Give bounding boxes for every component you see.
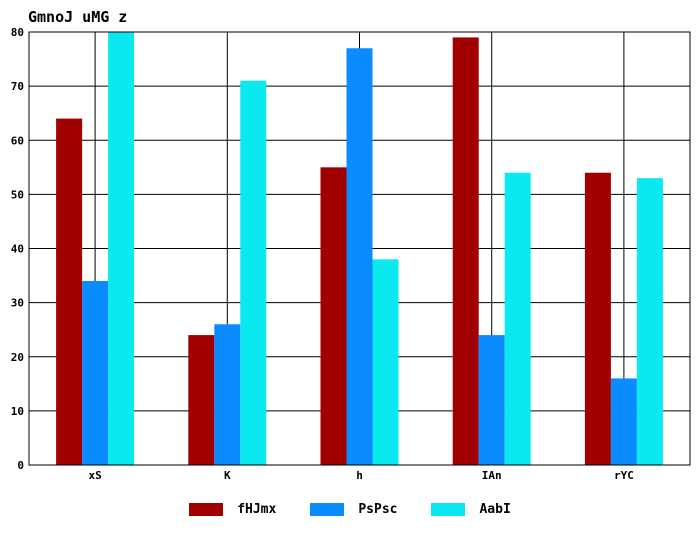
legend-label: AabI xyxy=(479,501,511,517)
bar-PsPsc-h xyxy=(346,48,373,466)
bar-AabI-K xyxy=(240,80,267,466)
bar-fHJmx-IAn xyxy=(452,37,479,465)
bar-PsPsc-K xyxy=(214,324,241,465)
y-tick-label: 20 xyxy=(11,351,24,364)
x-tick-label: IAn xyxy=(482,469,502,482)
bar-AabI-rYC xyxy=(636,178,663,465)
legend-swatch xyxy=(431,502,466,516)
bar-fHJmx-h xyxy=(320,167,347,465)
chart-title: GmnoJ uMG z xyxy=(28,8,128,26)
plot-frame xyxy=(28,31,691,466)
y-tick-label: 0 xyxy=(17,459,24,472)
y-tick-label: 10 xyxy=(11,405,24,418)
bar-PsPsc-rYC xyxy=(610,378,637,465)
bars xyxy=(56,32,663,466)
legend-label: PsPsc xyxy=(358,501,398,517)
bar-AabI-IAn xyxy=(504,172,531,465)
x-tick-label: h xyxy=(356,469,363,482)
bar-fHJmx-K xyxy=(188,335,215,465)
x-tick-label: xS xyxy=(88,469,101,482)
y-tick-label: 30 xyxy=(11,297,24,310)
legend-label: fHJmx xyxy=(237,501,277,517)
legend-item: fHJmx xyxy=(189,498,276,520)
y-tick-label: 40 xyxy=(11,243,24,256)
legend-item: PsPsc xyxy=(310,498,397,520)
bar-fHJmx-xS xyxy=(56,118,83,465)
axes xyxy=(28,31,691,466)
bar-fHJmx-rYC xyxy=(584,172,611,465)
legend: fHJmx PsPsc AabI xyxy=(0,498,700,520)
x-tick-label: K xyxy=(224,469,231,482)
bar-AabI-h xyxy=(372,259,399,465)
y-tick-label: 80 xyxy=(11,26,24,39)
legend-item: AabI xyxy=(431,498,511,520)
bar-AabI-xS xyxy=(108,32,135,465)
legend-swatch xyxy=(310,502,345,516)
y-tick-label: 50 xyxy=(11,188,24,201)
x-tick-label: rYC xyxy=(614,469,634,482)
y-tick-label: 60 xyxy=(11,134,24,147)
y-tick-label: 70 xyxy=(11,80,24,93)
bar-PsPsc-xS xyxy=(82,280,109,465)
legend-swatch xyxy=(189,502,224,516)
bar-PsPsc-IAn xyxy=(478,335,505,465)
